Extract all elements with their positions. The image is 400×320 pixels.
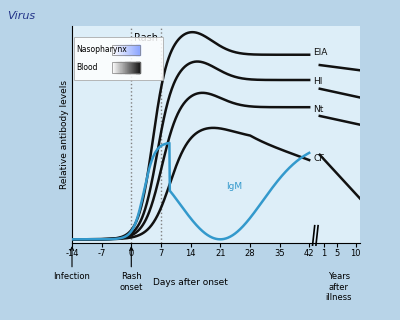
Bar xyxy=(129,62,130,73)
Text: Virus: Virus xyxy=(8,11,36,21)
Bar xyxy=(112,44,113,55)
Bar xyxy=(131,44,132,55)
Bar xyxy=(137,62,138,73)
Bar xyxy=(112,62,113,73)
Bar xyxy=(130,62,131,73)
Bar xyxy=(122,62,123,73)
Bar xyxy=(119,62,120,73)
Text: Rash
onset: Rash onset xyxy=(120,247,143,292)
Bar xyxy=(124,44,125,55)
Bar xyxy=(139,62,140,73)
Bar xyxy=(132,62,133,73)
Bar xyxy=(138,62,139,73)
Bar xyxy=(136,44,137,55)
Bar xyxy=(113,44,114,55)
Text: Infection: Infection xyxy=(54,247,90,281)
Bar xyxy=(124,62,125,73)
Text: Years
after
illness: Years after illness xyxy=(326,272,352,302)
Bar xyxy=(122,62,124,73)
Bar xyxy=(127,44,128,55)
Bar xyxy=(114,62,115,73)
Text: Rash: Rash xyxy=(134,33,158,43)
Bar xyxy=(122,44,123,55)
Bar xyxy=(118,62,119,73)
Bar xyxy=(126,44,127,55)
Bar xyxy=(138,44,139,55)
Bar xyxy=(117,62,118,73)
Bar xyxy=(120,62,121,73)
Bar xyxy=(115,44,116,55)
Bar xyxy=(118,62,119,73)
Bar xyxy=(119,44,120,55)
Bar xyxy=(120,62,121,73)
Bar xyxy=(125,44,126,55)
Bar xyxy=(74,37,163,80)
Bar xyxy=(118,44,119,55)
Bar xyxy=(125,62,126,73)
Bar xyxy=(130,44,131,55)
Bar xyxy=(117,44,118,55)
Bar xyxy=(115,62,116,73)
Bar xyxy=(127,62,128,73)
Bar xyxy=(120,44,121,55)
Bar xyxy=(112,44,140,55)
Bar xyxy=(135,62,136,73)
Bar xyxy=(134,62,135,73)
Bar xyxy=(128,44,129,55)
Bar xyxy=(112,62,140,73)
Bar xyxy=(113,62,114,73)
Y-axis label: Relative antibody levels: Relative antibody levels xyxy=(60,80,69,189)
Bar xyxy=(118,44,119,55)
Bar xyxy=(139,44,140,55)
Text: Days after onset: Days after onset xyxy=(153,278,228,287)
Bar xyxy=(127,44,128,55)
Bar xyxy=(126,62,127,73)
Bar xyxy=(133,62,134,73)
Bar xyxy=(132,44,133,55)
Bar xyxy=(134,44,135,55)
Text: IgM: IgM xyxy=(226,182,243,191)
Bar xyxy=(121,44,122,55)
Bar xyxy=(125,62,126,73)
Bar xyxy=(116,62,117,73)
Bar xyxy=(122,44,124,55)
Bar xyxy=(121,62,122,73)
Bar xyxy=(129,44,130,55)
Bar xyxy=(135,44,136,55)
Text: Nasopharynx: Nasopharynx xyxy=(76,45,127,54)
Text: EIA: EIA xyxy=(314,48,328,57)
Text: Nt: Nt xyxy=(314,105,324,114)
Bar xyxy=(120,44,121,55)
Bar xyxy=(127,62,128,73)
Bar xyxy=(125,44,126,55)
Bar xyxy=(123,44,124,55)
Bar xyxy=(128,62,129,73)
Text: Blood: Blood xyxy=(76,63,98,72)
Bar xyxy=(131,62,132,73)
Bar xyxy=(137,44,138,55)
Bar xyxy=(136,62,137,73)
Text: HI: HI xyxy=(314,77,323,86)
Bar xyxy=(114,44,115,55)
Bar xyxy=(133,44,134,55)
Text: CF: CF xyxy=(314,154,325,163)
Bar xyxy=(123,62,124,73)
Bar xyxy=(116,44,117,55)
